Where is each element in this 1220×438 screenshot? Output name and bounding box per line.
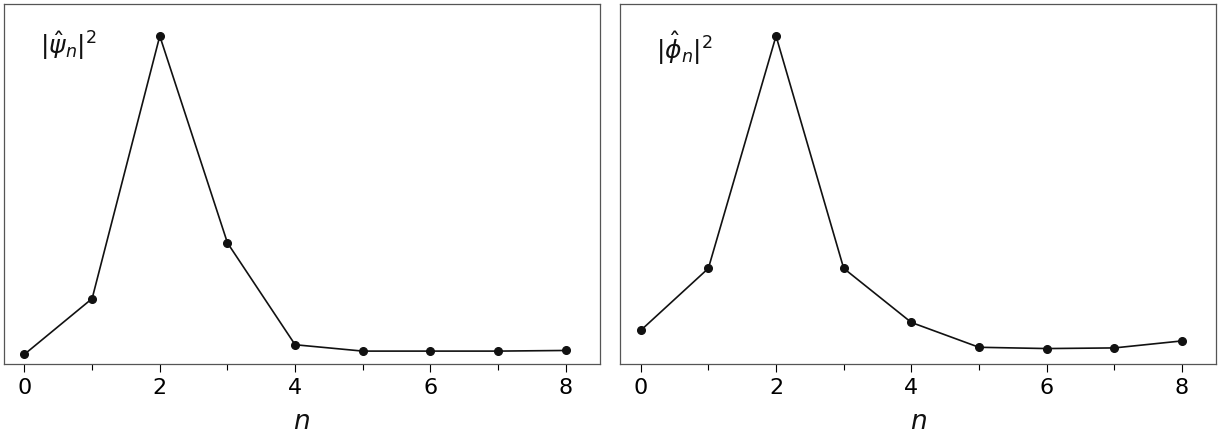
Text: $|\hat{\phi}_n|^2$: $|\hat{\phi}_n|^2$ xyxy=(656,29,714,67)
Text: $|\hat{\psi}_n|^2$: $|\hat{\psi}_n|^2$ xyxy=(40,29,96,62)
X-axis label: $n$: $n$ xyxy=(910,409,926,434)
X-axis label: $n$: $n$ xyxy=(294,409,310,434)
